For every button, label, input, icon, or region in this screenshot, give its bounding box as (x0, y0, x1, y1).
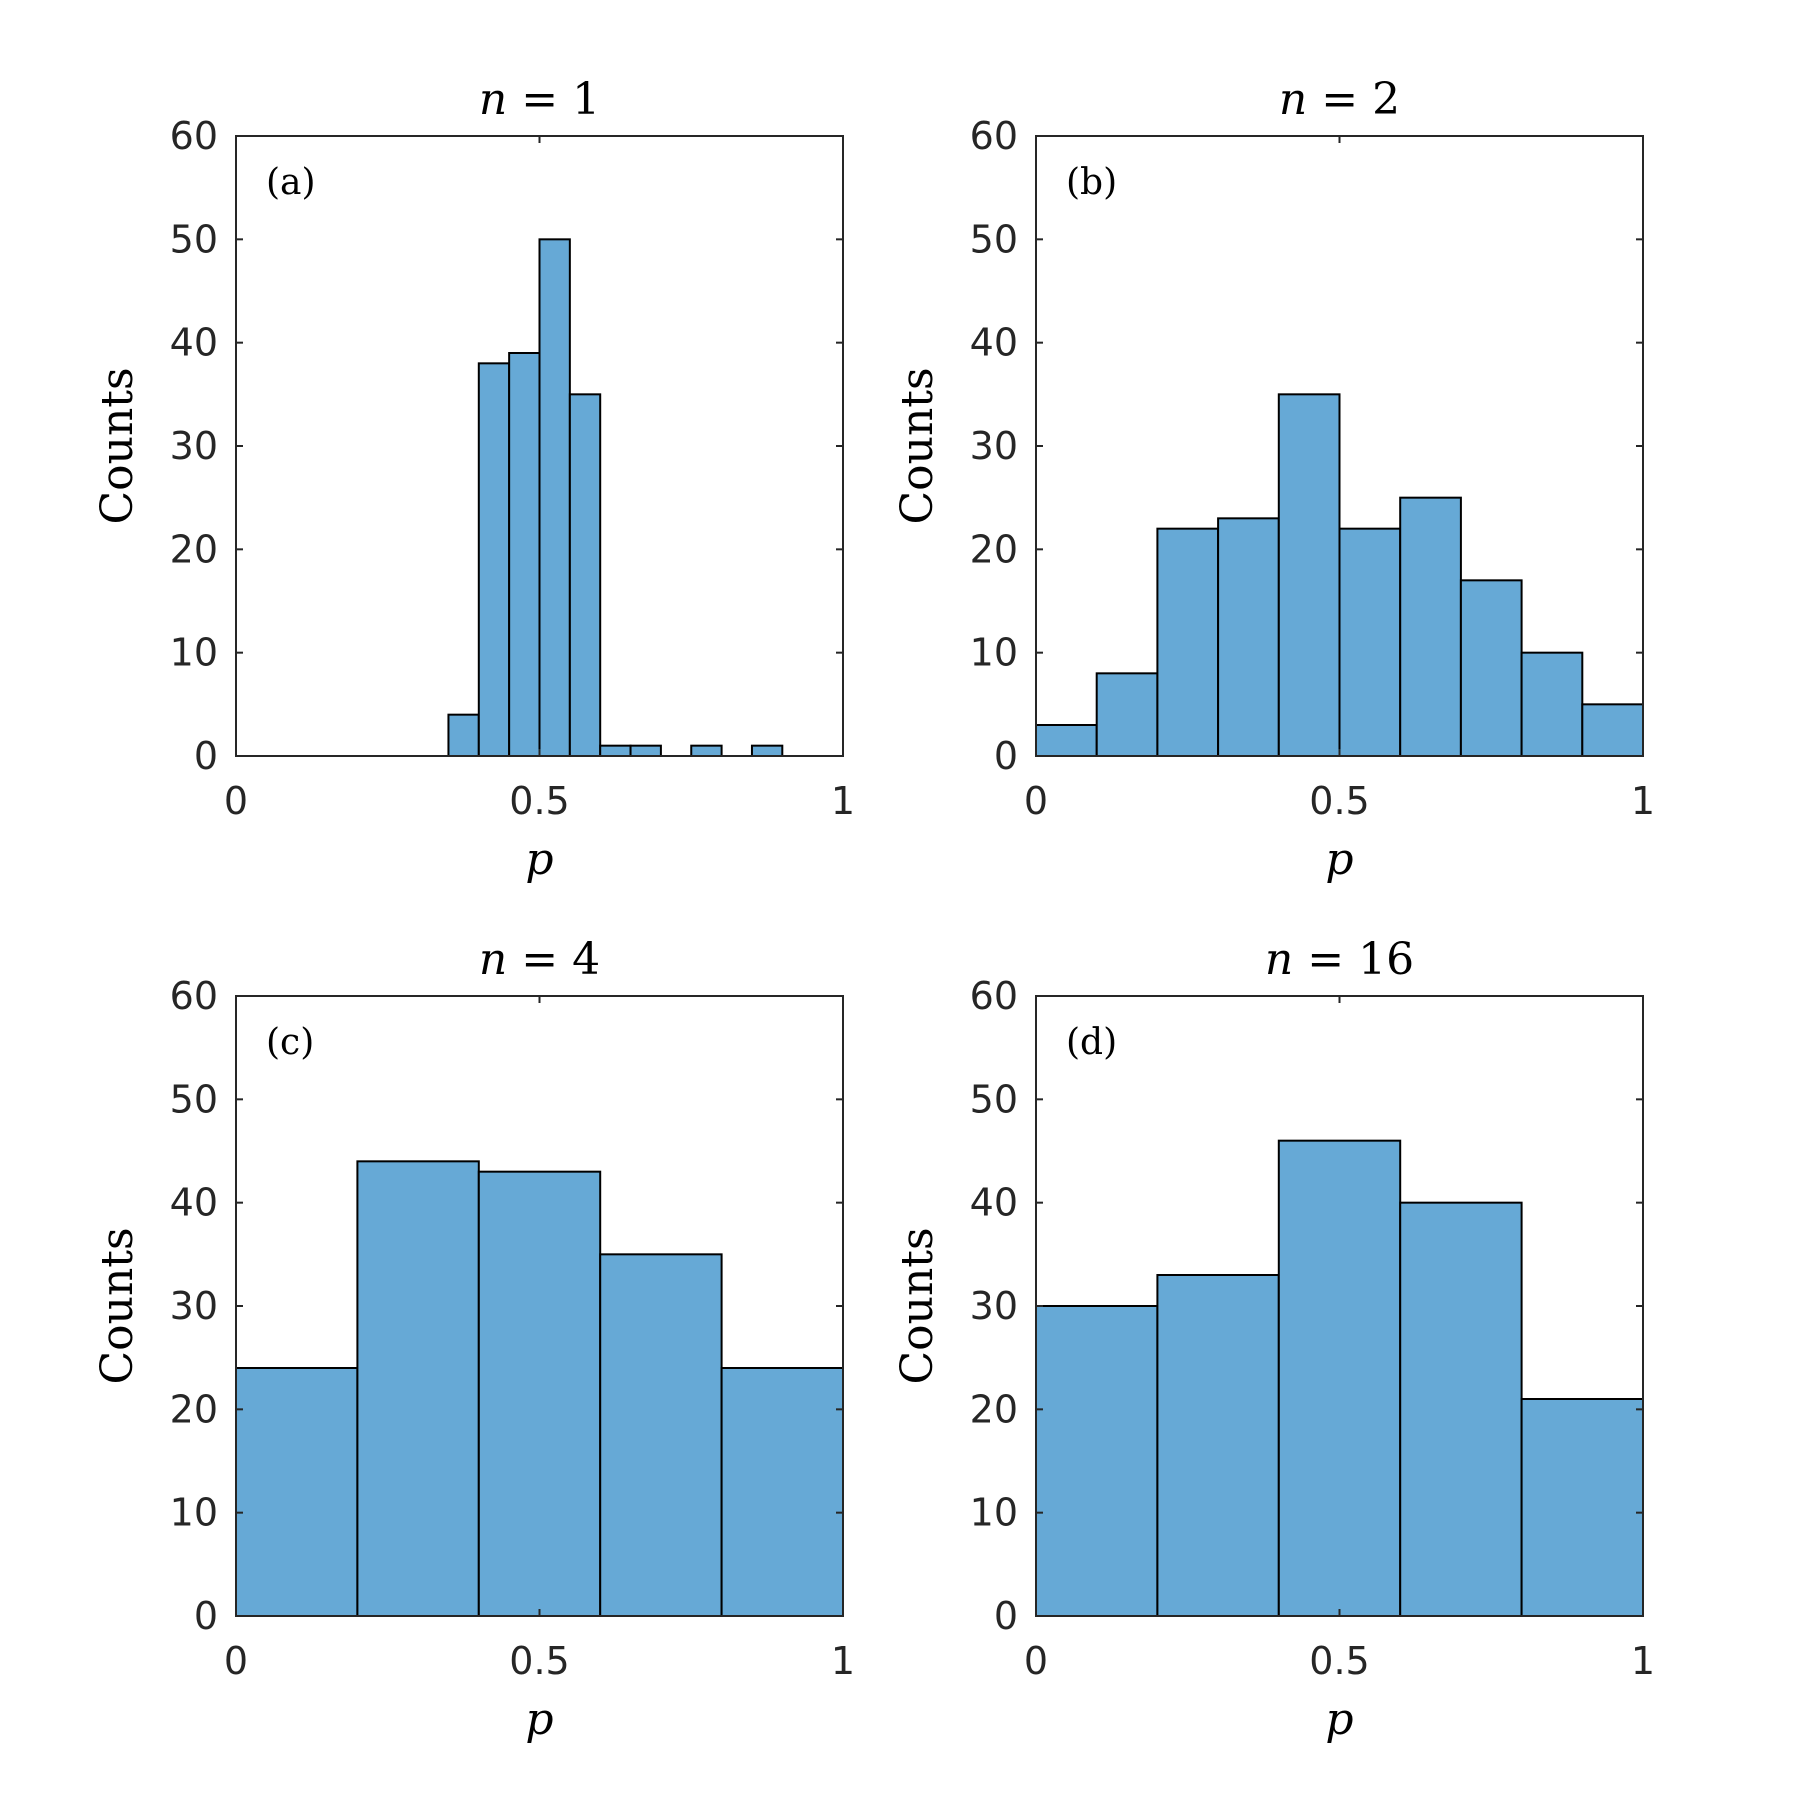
y-axis-label: Counts (92, 1227, 143, 1384)
x-tick-label: 0 (224, 779, 248, 823)
y-tick-label: 20 (170, 1387, 218, 1431)
panel-title: n = 4 (479, 934, 600, 985)
histogram-bar (629, 744, 662, 758)
histogram-bar (477, 362, 511, 757)
y-tick-label: 0 (994, 734, 1018, 778)
y-tick-label: 60 (970, 114, 1018, 158)
y-tick-label: 40 (170, 1181, 218, 1225)
panel-title-variable: n (1265, 934, 1293, 985)
histogram-bar (447, 713, 480, 758)
y-tick-label: 40 (970, 321, 1018, 365)
panel-title: n = 2 (1279, 74, 1400, 125)
panel-title-value: = 16 (1293, 934, 1414, 985)
x-tick-label: 0.5 (509, 1639, 569, 1683)
panel-letter-label: (c) (266, 1022, 314, 1063)
x-tick-label: 1 (1631, 1639, 1655, 1683)
y-tick-label: 20 (970, 1387, 1018, 1431)
panel-letter-label: (a) (266, 162, 316, 203)
y-tick-label: 60 (170, 114, 218, 158)
histogram-panel-c: 0 10 20 30 40 50 60 0 0.5 1 p Counts n = 4 (c) (92, 934, 855, 1745)
histogram-bar (538, 238, 571, 758)
panel-title-variable: n (479, 934, 507, 985)
x-tick-label: 1 (831, 779, 855, 823)
y-tick-label: 0 (994, 1594, 1018, 1638)
y-tick-label: 20 (170, 527, 218, 571)
histogram-bar (599, 1253, 723, 1618)
histogram-bar (750, 744, 784, 758)
x-tick-label: 0 (1024, 1639, 1048, 1683)
panel-title-value: = 1 (507, 74, 600, 125)
y-tick-label: 50 (970, 1077, 1018, 1121)
x-tick-label: 1 (1631, 779, 1655, 823)
y-tick-label: 30 (970, 1284, 1018, 1328)
panel-letter-label: (d) (1066, 1022, 1117, 1063)
panel-letter-label: (b) (1066, 162, 1117, 203)
histogram-bar (1035, 1305, 1159, 1617)
histogram-bar (1035, 724, 1098, 757)
x-tick-label: 0 (224, 1639, 248, 1683)
x-tick-label: 0.5 (1309, 779, 1369, 823)
y-tick-label: 50 (970, 217, 1018, 261)
y-axis-label: Counts (892, 1227, 943, 1384)
histogram-bar (1581, 703, 1645, 757)
x-tick-label: 1 (831, 1639, 855, 1683)
histogram-bar (477, 1170, 602, 1617)
histogram-bar (1156, 1274, 1280, 1617)
y-axis-label: Counts (92, 367, 143, 524)
y-tick-label: 60 (170, 974, 218, 1018)
y-tick-label: 10 (970, 1491, 1018, 1535)
y-tick-label: 30 (170, 424, 218, 468)
x-axis-label: p (525, 834, 553, 885)
y-tick-label: 40 (970, 1181, 1018, 1225)
panel-title-variable: n (1279, 74, 1307, 125)
histogram-bar (1399, 496, 1462, 757)
x-axis-label: p (1325, 1694, 1353, 1745)
y-tick-label: 10 (970, 631, 1018, 675)
x-tick-label: 0.5 (509, 779, 569, 823)
y-tick-label: 0 (194, 734, 218, 778)
histogram-bar (235, 1367, 359, 1617)
histogram-bar (1338, 527, 1402, 758)
panel-title-value: = 4 (507, 934, 600, 985)
y-tick-label: 40 (170, 321, 218, 365)
histogram-bar (1156, 527, 1220, 758)
y-tick-label: 20 (970, 527, 1018, 571)
histogram-bar (1520, 651, 1584, 758)
histogram-bar (690, 744, 723, 758)
panel-title: n = 1 (479, 74, 600, 125)
histogram-bar (1277, 393, 1341, 757)
histogram-bar (508, 352, 541, 757)
histogram-bar (1520, 1398, 1644, 1617)
histogram-bar (1095, 672, 1159, 757)
histogram-panel-a: 0 10 20 30 40 50 60 0 0.5 1 p Counts n = 1 (a) (92, 74, 855, 885)
histogram-bar (599, 744, 632, 758)
histogram-bar (1399, 1201, 1523, 1617)
y-tick-label: 10 (170, 1491, 218, 1535)
histogram-bar (720, 1367, 844, 1617)
y-tick-label: 0 (194, 1594, 218, 1638)
y-tick-label: 10 (170, 631, 218, 675)
y-tick-label: 30 (170, 1284, 218, 1328)
x-axis-label: p (525, 1694, 553, 1745)
y-axis-label: Counts (892, 367, 943, 524)
x-tick-label: 0 (1024, 779, 1048, 823)
y-tick-label: 60 (970, 974, 1018, 1018)
y-tick-label: 50 (170, 217, 218, 261)
histogram-bar (1217, 517, 1280, 757)
histogram-panel-d: 0 10 20 30 40 50 60 0 0.5 1 p Counts n = 16 (d) (892, 934, 1655, 1745)
x-tick-label: 0.5 (1309, 1639, 1369, 1683)
histogram-bar (568, 393, 602, 757)
histogram-bar (1459, 579, 1523, 757)
y-tick-label: 50 (170, 1077, 218, 1121)
panel-title: n = 16 (1265, 934, 1414, 985)
y-tick-label: 30 (970, 424, 1018, 468)
panel-title-value: = 2 (1307, 74, 1400, 125)
x-axis-label: p (1325, 834, 1353, 885)
histogram-panel-b: 0 10 20 30 40 50 60 0 0.5 1 p Counts n = 2 (b) (892, 74, 1655, 885)
histogram-bar (356, 1160, 480, 1618)
histogram-bar (1277, 1139, 1402, 1617)
panel-title-variable: n (479, 74, 507, 125)
